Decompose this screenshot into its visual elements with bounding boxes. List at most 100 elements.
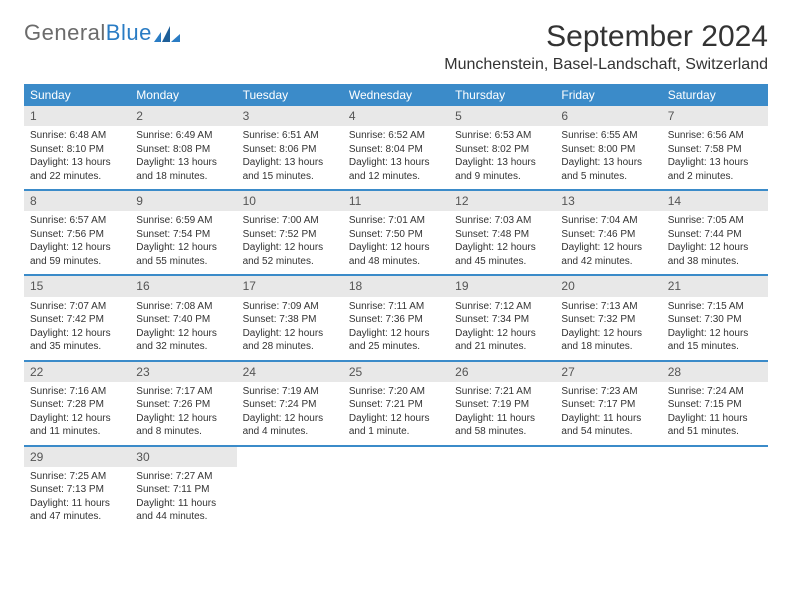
day-number: 7 xyxy=(662,106,768,126)
day-cell: 1 Sunrise: 6:48 AMSunset: 8:10 PMDaylight… xyxy=(24,106,130,189)
day-cell: 29Sunrise: 7:25 AMSunset: 7:13 PMDayligh… xyxy=(24,447,130,530)
day-cell: 24Sunrise: 7:19 AMSunset: 7:24 PMDayligh… xyxy=(237,362,343,445)
day-number: 8 xyxy=(24,191,130,211)
sunrise-line: Sunrise: 6:48 AM xyxy=(30,129,124,143)
sunrise-line: Sunrise: 6:53 AM xyxy=(455,129,549,143)
daylight-line: Daylight: 13 hours and 5 minutes. xyxy=(561,156,655,183)
sunset-line: Sunset: 8:06 PM xyxy=(243,143,337,157)
day-cell: 15Sunrise: 7:07 AMSunset: 7:42 PMDayligh… xyxy=(24,276,130,359)
sunset-line: Sunset: 7:50 PM xyxy=(349,228,443,242)
day-number: 12 xyxy=(449,191,555,211)
daylight-line: Daylight: 12 hours and 59 minutes. xyxy=(30,241,124,268)
sunrise-line: Sunrise: 7:09 AM xyxy=(243,300,337,314)
day-number: 29 xyxy=(24,447,130,467)
day-number: 19 xyxy=(449,276,555,296)
day-cell: 3 Sunrise: 6:51 AMSunset: 8:06 PMDaylight… xyxy=(237,106,343,189)
day-cell: 11Sunrise: 7:01 AMSunset: 7:50 PMDayligh… xyxy=(343,191,449,274)
sunset-line: Sunset: 7:56 PM xyxy=(30,228,124,242)
week-row: 1Sunrise: 6:48 AMSunset: 8:10 PMDaylight… xyxy=(24,106,768,191)
logo-text-2: Blue xyxy=(106,20,152,46)
daylight-line: Daylight: 12 hours and 1 minute. xyxy=(349,412,443,439)
location: Munchenstein, Basel-Landschaft, Switzerl… xyxy=(444,56,768,74)
sunrise-line: Sunrise: 7:23 AM xyxy=(561,385,655,399)
daylight-line: Daylight: 12 hours and 48 minutes. xyxy=(349,241,443,268)
day-number: 22 xyxy=(24,362,130,382)
sunrise-line: Sunrise: 7:27 AM xyxy=(136,470,230,484)
daylight-line: Daylight: 13 hours and 22 minutes. xyxy=(30,156,124,183)
day-number: 28 xyxy=(662,362,768,382)
daylight-line: Daylight: 12 hours and 8 minutes. xyxy=(136,412,230,439)
sunrise-line: Sunrise: 7:13 AM xyxy=(561,300,655,314)
day-cell: 17Sunrise: 7:09 AMSunset: 7:38 PMDayligh… xyxy=(237,276,343,359)
day-number: 13 xyxy=(555,191,661,211)
sunrise-line: Sunrise: 7:16 AM xyxy=(30,385,124,399)
day-cell: 16Sunrise: 7:08 AMSunset: 7:40 PMDayligh… xyxy=(130,276,236,359)
day-cell: 26Sunrise: 7:21 AMSunset: 7:19 PMDayligh… xyxy=(449,362,555,445)
day-cell: 4Sunrise: 6:52 AMSunset: 8:04 PMDaylight… xyxy=(343,106,449,189)
daylight-line: Daylight: 12 hours and 38 minutes. xyxy=(668,241,762,268)
day-cell: 10 Sunrise: 7:00 AMSunset: 7:52 PMDayligh… xyxy=(237,191,343,274)
sunrise-line: Sunrise: 7:21 AM xyxy=(455,385,549,399)
day-number: 17 xyxy=(237,276,343,296)
weekday-header: Wednesday xyxy=(343,84,449,106)
daylight-line: Daylight: 12 hours and 15 minutes. xyxy=(668,327,762,354)
sunset-line: Sunset: 7:52 PM xyxy=(243,228,337,242)
day-cell: 28Sunrise: 7:24 AMSunset: 7:15 PMDayligh… xyxy=(662,362,768,445)
sunrise-line: Sunrise: 7:11 AM xyxy=(349,300,443,314)
sunset-line: Sunset: 7:44 PM xyxy=(668,228,762,242)
sunrise-line: Sunrise: 7:00 AM xyxy=(243,214,337,228)
daylight-line: Daylight: 12 hours and 52 minutes. xyxy=(243,241,337,268)
sunset-line: Sunset: 7:15 PM xyxy=(668,398,762,412)
day-cell: 21Sunrise: 7:15 AMSunset: 7:30 PMDayligh… xyxy=(662,276,768,359)
sunrise-line: Sunrise: 7:17 AM xyxy=(136,385,230,399)
daylight-line: Daylight: 12 hours and 21 minutes. xyxy=(455,327,549,354)
day-number: 27 xyxy=(555,362,661,382)
sunset-line: Sunset: 7:30 PM xyxy=(668,313,762,327)
daylight-line: Daylight: 13 hours and 15 minutes. xyxy=(243,156,337,183)
day-cell: 13Sunrise: 7:04 AMSunset: 7:46 PMDayligh… xyxy=(555,191,661,274)
daylight-line: Daylight: 13 hours and 18 minutes. xyxy=(136,156,230,183)
daylight-line: Daylight: 12 hours and 45 minutes. xyxy=(455,241,549,268)
sunrise-line: Sunrise: 7:20 AM xyxy=(349,385,443,399)
sunset-line: Sunset: 7:26 PM xyxy=(136,398,230,412)
day-number: 15 xyxy=(24,276,130,296)
sunrise-line: Sunrise: 6:59 AM xyxy=(136,214,230,228)
calendar: SundayMondayTuesdayWednesdayThursdayFrid… xyxy=(24,84,768,530)
month-title: September 2024 xyxy=(444,20,768,54)
day-number: 11 xyxy=(343,191,449,211)
weekday-header-row: SundayMondayTuesdayWednesdayThursdayFrid… xyxy=(24,84,768,106)
sunset-line: Sunset: 7:32 PM xyxy=(561,313,655,327)
sunrise-line: Sunrise: 6:52 AM xyxy=(349,129,443,143)
day-number: 3 xyxy=(237,106,343,126)
sunset-line: Sunset: 7:21 PM xyxy=(349,398,443,412)
weekday-header: Thursday xyxy=(449,84,555,106)
day-number: 1 xyxy=(24,106,130,126)
logo-chart-icon xyxy=(154,24,180,42)
day-cell xyxy=(343,447,449,530)
sunset-line: Sunset: 7:36 PM xyxy=(349,313,443,327)
sunset-line: Sunset: 7:38 PM xyxy=(243,313,337,327)
day-cell xyxy=(449,447,555,530)
day-number: 23 xyxy=(130,362,236,382)
day-cell: 25Sunrise: 7:20 AMSunset: 7:21 PMDayligh… xyxy=(343,362,449,445)
daylight-line: Daylight: 12 hours and 42 minutes. xyxy=(561,241,655,268)
sunrise-line: Sunrise: 7:07 AM xyxy=(30,300,124,314)
day-cell xyxy=(555,447,661,530)
sunset-line: Sunset: 8:10 PM xyxy=(30,143,124,157)
sunrise-line: Sunrise: 6:51 AM xyxy=(243,129,337,143)
daylight-line: Daylight: 12 hours and 11 minutes. xyxy=(30,412,124,439)
day-number: 24 xyxy=(237,362,343,382)
sunrise-line: Sunrise: 6:49 AM xyxy=(136,129,230,143)
weekday-header: Tuesday xyxy=(237,84,343,106)
day-number: 26 xyxy=(449,362,555,382)
day-cell: 23 Sunrise: 7:17 AMSunset: 7:26 PMDayligh… xyxy=(130,362,236,445)
sunset-line: Sunset: 7:48 PM xyxy=(455,228,549,242)
day-number: 5 xyxy=(449,106,555,126)
sunrise-line: Sunrise: 6:57 AM xyxy=(30,214,124,228)
sunrise-line: Sunrise: 7:03 AM xyxy=(455,214,549,228)
daylight-line: Daylight: 12 hours and 55 minutes. xyxy=(136,241,230,268)
day-number: 20 xyxy=(555,276,661,296)
daylight-line: Daylight: 12 hours and 4 minutes. xyxy=(243,412,337,439)
day-cell xyxy=(662,447,768,530)
day-number: 10 xyxy=(237,191,343,211)
